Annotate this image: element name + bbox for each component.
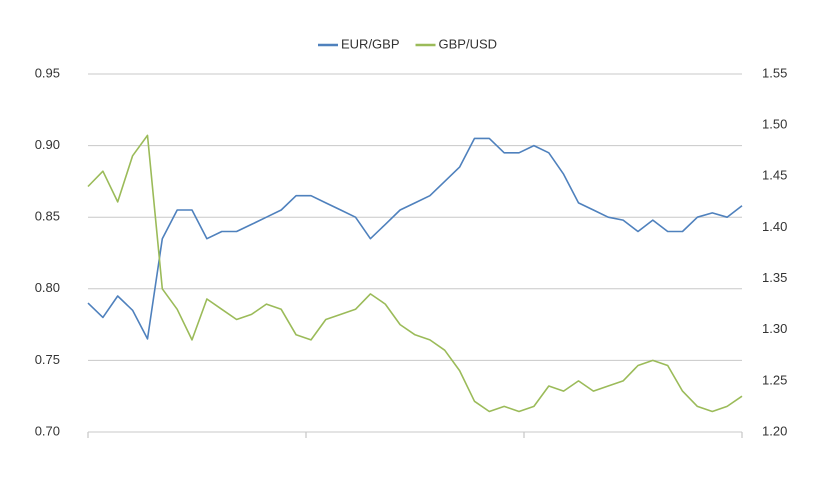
y-tick-label: 0.85: [35, 209, 60, 224]
y2-tick-label: 1.20: [762, 423, 787, 438]
y2-tick-label: 1.55: [762, 65, 787, 80]
series-line: [87, 134, 743, 413]
y-tick-label: 0.95: [35, 65, 60, 80]
y2-tick-label: 1.25: [762, 372, 787, 387]
y2-tick-label: 1.30: [762, 321, 787, 336]
y-tick-label: 0.70: [35, 423, 60, 438]
series-line: [87, 137, 743, 340]
y-tick-label: 0.80: [35, 280, 60, 295]
y-tick-label: 0.90: [35, 137, 60, 152]
legend-label: GBP/USD: [439, 36, 498, 51]
y2-tick-label: 1.45: [762, 168, 787, 183]
y2-tick-label: 1.35: [762, 270, 787, 285]
y2-tick-label: 1.50: [762, 117, 787, 132]
y2-tick-label: 1.40: [762, 219, 787, 234]
y-tick-label: 0.75: [35, 352, 60, 367]
legend-label: EUR/GBP: [341, 36, 400, 51]
